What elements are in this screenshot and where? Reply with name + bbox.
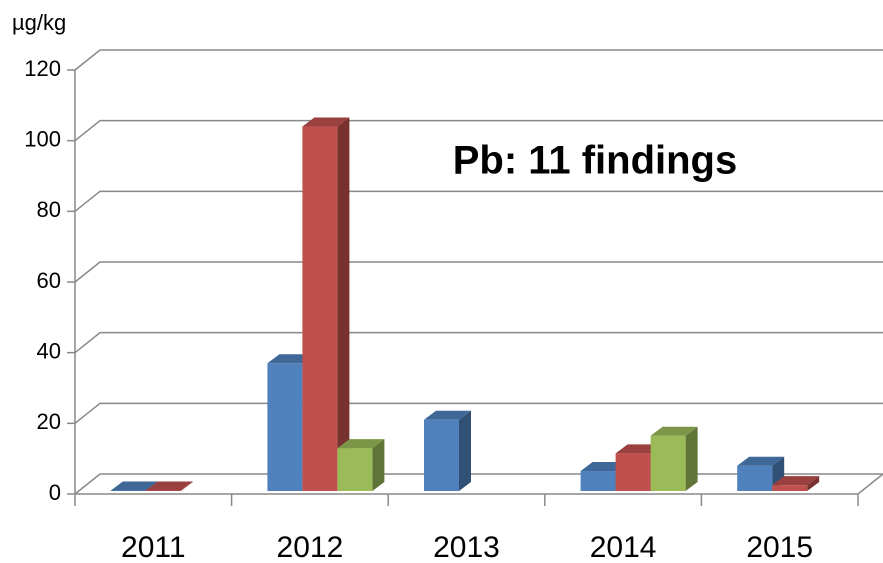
annotation: Pb: 11 findings [453,139,737,183]
y-tick-label: 40 [37,338,61,363]
grid-line [74,402,883,424]
grid-line [74,119,883,142]
x-tick-label: 2011 [121,531,186,563]
y-tick-label: 120 [24,56,61,81]
bar-top [110,481,158,491]
x-tick-label: 2014 [590,531,657,563]
bar-side [337,117,350,492]
bar-side [685,426,698,491]
bar [110,490,146,491]
bar [267,363,303,491]
y-tick-label: 0 [49,480,61,505]
bar-top [145,481,193,491]
bar [772,485,808,491]
bar [650,435,686,491]
bar-top [772,476,820,486]
bar [302,126,338,492]
bar-side [372,439,385,491]
bar-side [180,481,193,491]
y-tick-label: 60 [37,268,61,293]
x-tick-label: 2012 [277,531,344,563]
grid-line [74,49,883,71]
bar-side [459,410,471,491]
grid-line [74,331,883,354]
grid-line [74,261,883,283]
bar [337,448,373,491]
y-axis-unit: µg/kg [12,10,66,35]
y-tick-label: 20 [37,409,61,434]
bar [424,419,459,491]
grid-line [74,190,883,212]
x-tick-label: 2013 [433,531,500,563]
bar [580,471,616,491]
bar [615,453,651,491]
bar-top [337,439,385,449]
bar-top [302,117,350,127]
bar-side [807,476,820,491]
y-tick-label: 100 [24,126,61,151]
bar-top [650,426,698,436]
y-tick-label: 80 [37,197,61,222]
bar [145,490,181,491]
bar [737,465,773,491]
x-tick-label: 2015 [746,531,813,563]
bar-top [737,456,785,466]
bar-top [424,410,471,420]
